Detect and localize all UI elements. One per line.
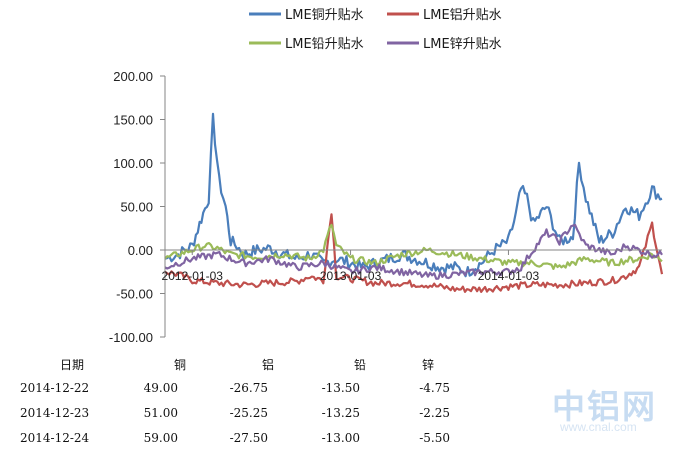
y-tick-label: 50.00 [120,200,153,215]
chart-series [164,112,664,293]
table-header-row: 日期 铜 铝 铅 锌 [0,356,470,381]
header-copper: 铜 [173,358,186,372]
header-zinc: 锌 [421,358,434,372]
y-tick-label: 200.00 [113,69,153,84]
legend-label: LME铜升贴水 [285,8,364,23]
cell-date: 2014-12-24 [20,431,90,445]
cell-zinc: -5.50 [419,431,450,445]
cell-lead: -13.25 [321,406,360,420]
watermark-text: 中铝网 [552,387,657,426]
y-tick-label: 0.00 [128,243,153,258]
chart-legend: LME铜升贴水 LME铝升贴水 LME铅升贴水 LME锌升贴水 [249,8,502,52]
cell-zinc: -2.25 [419,406,450,420]
header-date: 日期 [60,358,85,372]
table-row: 2014-12-24 59.00 -27.50 -13.00 -5.50 [0,431,470,456]
cell-copper: 49.00 [143,381,178,395]
header-lead: 铅 [353,358,366,372]
cell-aluminum: -27.50 [229,431,268,445]
y-tick-label: -50.00 [116,287,153,302]
legend-label: LME铝升贴水 [423,8,502,23]
x-tick-label: 2014-01-03 [478,269,540,283]
cell-aluminum: -25.25 [229,406,268,420]
y-tick-label: -100.00 [109,330,153,345]
cell-lead: -13.50 [321,381,360,395]
x-tick-label: 2013-01-03 [320,269,382,283]
cell-aluminum: -26.75 [229,381,268,395]
line-chart: LME铜升贴水 LME铝升贴水 LME铅升贴水 LME锌升贴水 200.00 150.0… [109,8,664,345]
x-tick-label: 2012-01-03 [162,269,224,283]
cell-lead: -13.00 [321,431,360,445]
table-row: 2014-12-23 51.00 -25.25 -13.25 -2.25 [0,406,470,431]
watermark-logo: 中铝网 www.cnal.com [548,380,668,440]
watermark-url: www.cnal.com [560,420,637,434]
cell-zinc: -4.75 [419,381,450,395]
y-tick-label: 150.00 [113,113,153,128]
y-axis-ticks: 200.00 150.00 100.00 50.00 0.00 -50.00 -100.00 [109,69,165,345]
header-aluminum: 铝 [261,358,274,372]
cell-date: 2014-12-22 [20,381,90,395]
series-line-1 [164,213,664,293]
table-row: 2014-12-22 49.00 -26.75 -13.50 -4.75 [0,381,470,406]
cell-copper: 51.00 [143,406,178,420]
cell-copper: 59.00 [143,431,178,445]
series-line-0 [164,112,663,278]
series-line-2 [164,223,663,270]
series-line-3 [164,223,663,280]
cell-date: 2014-12-23 [20,406,90,420]
y-tick-label: 100.00 [113,156,153,171]
legend-label: LME锌升贴水 [423,37,502,52]
legend-label: LME铅升贴水 [285,37,364,52]
data-table: 日期 铜 铝 铅 锌 2014-12-22 49.00 -26.75 -13.5… [0,356,470,456]
x-axis-ticks: 2012-01-03 2013-01-03 2014-01-03 [162,250,540,283]
